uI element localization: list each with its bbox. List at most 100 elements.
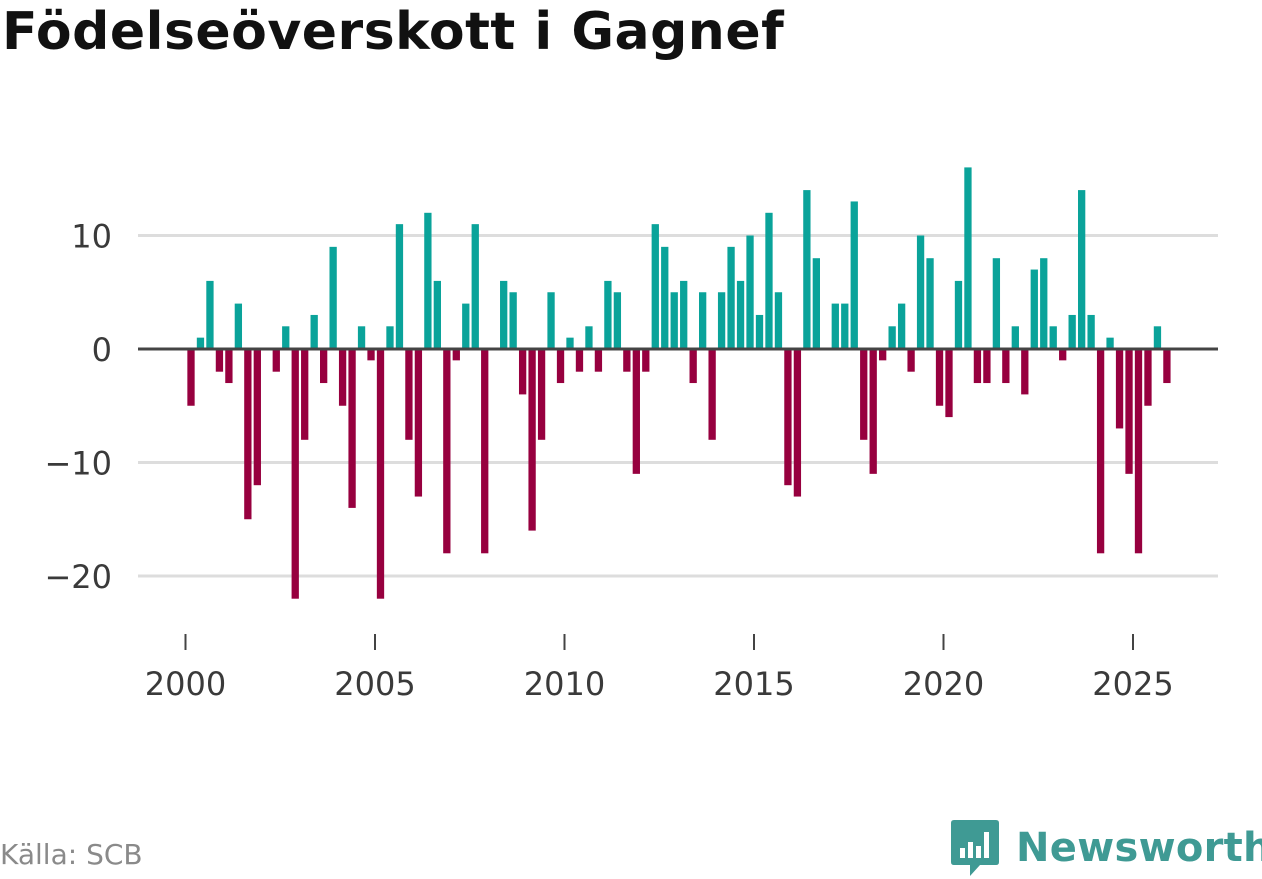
bar xyxy=(1106,337,1114,349)
bar xyxy=(405,349,413,440)
bar xyxy=(812,258,820,349)
bar xyxy=(860,349,868,440)
bar xyxy=(651,224,659,349)
bar xyxy=(964,167,972,349)
bar xyxy=(727,246,735,349)
bar xyxy=(196,337,205,349)
bar xyxy=(1049,326,1057,349)
bar xyxy=(613,292,622,349)
bar xyxy=(623,349,631,372)
bar xyxy=(471,224,479,349)
bar xyxy=(632,349,640,474)
brand-name: Newsworthy xyxy=(1016,825,1262,871)
bar xyxy=(642,349,650,372)
bar xyxy=(1011,326,1019,349)
bar xyxy=(225,349,233,384)
bar xyxy=(518,349,527,395)
bar xyxy=(566,337,574,349)
bar xyxy=(1087,314,1095,349)
x-tick-label: 2000 xyxy=(145,665,226,703)
bar xyxy=(708,349,716,440)
bar xyxy=(661,246,669,349)
newsworthy-logo-icon xyxy=(951,820,999,876)
bar xyxy=(414,349,423,497)
bar xyxy=(935,349,944,406)
bar xyxy=(1059,349,1067,361)
x-tick-label: 2005 xyxy=(334,665,415,703)
bar xyxy=(528,349,536,531)
bar xyxy=(338,349,347,406)
bar xyxy=(869,349,877,474)
x-tick-label: 2015 xyxy=(713,665,794,703)
bar xyxy=(452,349,460,361)
bar xyxy=(926,258,934,349)
bar xyxy=(272,349,280,372)
axes: −20 −10 0 10 2000 2005 2010 2015 2020 2025 xyxy=(44,218,1218,703)
y-tick-label: −10 xyxy=(44,445,112,483)
bar xyxy=(1068,314,1076,349)
bar xyxy=(310,314,318,349)
bar xyxy=(604,280,612,349)
bar xyxy=(376,349,385,599)
bar xyxy=(594,349,603,372)
bar xyxy=(329,246,337,349)
bar xyxy=(907,349,915,372)
bar xyxy=(841,303,849,349)
y-tick-label: −20 xyxy=(44,558,112,596)
bar xyxy=(1134,349,1143,554)
bar xyxy=(301,349,309,440)
bar xyxy=(1125,349,1133,474)
bar xyxy=(357,326,366,349)
bar xyxy=(585,326,593,349)
bar xyxy=(386,326,394,349)
bar xyxy=(1040,258,1048,349)
bar xyxy=(1153,326,1162,349)
bar xyxy=(879,349,887,361)
bar xyxy=(424,212,432,349)
bar xyxy=(973,349,982,384)
brand-logo: Newsworthy xyxy=(950,818,1262,878)
bar xyxy=(500,280,508,349)
bars xyxy=(187,167,1171,599)
grid-lines xyxy=(138,234,1218,578)
bar xyxy=(736,280,745,349)
bar xyxy=(850,201,858,349)
bar xyxy=(746,235,754,349)
bar xyxy=(1096,349,1105,554)
bar xyxy=(481,349,489,554)
bar xyxy=(897,303,906,349)
bar xyxy=(680,280,688,349)
bar xyxy=(367,349,375,361)
bar xyxy=(462,303,470,349)
bar xyxy=(784,349,792,486)
bar xyxy=(187,349,195,406)
bar xyxy=(1030,269,1038,349)
bar xyxy=(348,349,356,508)
bar xyxy=(215,349,224,372)
bar xyxy=(992,258,1001,349)
y-tick-label: 10 xyxy=(71,218,112,256)
bar xyxy=(916,235,925,349)
bar xyxy=(443,349,451,554)
bar xyxy=(291,349,299,599)
y-tick-label: 0 xyxy=(92,331,112,369)
bar xyxy=(831,303,839,349)
bar xyxy=(556,349,565,384)
bar xyxy=(206,280,214,349)
chart-title: Födelseöverskott i Gagnef xyxy=(2,2,785,62)
bar xyxy=(1115,349,1124,429)
bar xyxy=(1078,190,1086,349)
x-tick-label: 2010 xyxy=(524,665,605,703)
bar xyxy=(888,326,896,349)
bar xyxy=(395,224,404,349)
x-tick-label: 2025 xyxy=(1092,665,1173,703)
bar xyxy=(1163,349,1171,384)
bar xyxy=(1021,349,1029,395)
bar xyxy=(1144,349,1152,406)
bar xyxy=(253,349,261,486)
bar xyxy=(433,280,441,349)
bar xyxy=(244,349,252,520)
bar xyxy=(983,349,991,384)
bar xyxy=(699,292,707,349)
